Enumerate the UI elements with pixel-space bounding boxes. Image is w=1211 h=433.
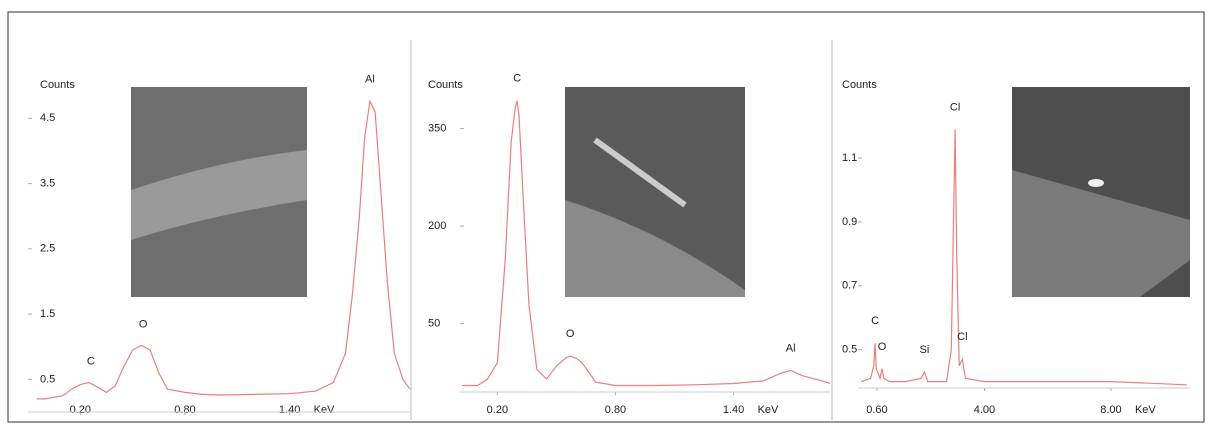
x-axis-label: KeV — [758, 404, 779, 416]
y-axis-label: Counts — [842, 79, 877, 91]
y-tick-label: 0.5 — [40, 373, 55, 385]
x-tick-label: 4.00 — [974, 404, 995, 416]
peak-label: O — [878, 341, 887, 353]
sem-image-detail — [1012, 170, 1190, 297]
y-tick-label: 0.7 — [842, 280, 857, 292]
peak-label: O — [139, 318, 148, 330]
y-tick-label: 3.5 — [40, 177, 55, 189]
y-tick-label: 0.5 — [842, 344, 857, 356]
peak-label: Si — [920, 344, 930, 356]
peak-label: O — [566, 328, 575, 340]
x-tick-label: 0.20 — [487, 404, 508, 416]
x-tick-label: 1.40 — [279, 404, 300, 416]
spectrum-line — [36, 99, 411, 400]
sem-image-detail — [131, 150, 307, 240]
x-axis-label: KeV — [314, 404, 335, 416]
y-axis-label: Counts — [428, 79, 463, 91]
y-tick-label: 50 — [428, 318, 440, 330]
peak-label: C — [871, 315, 879, 327]
peak-label: Cl — [950, 101, 960, 113]
y-tick-label: 2.5 — [40, 243, 55, 255]
x-axis-label: KeV — [1135, 404, 1156, 416]
y-tick-label: 4.5 — [40, 112, 55, 124]
x-tick-label: 1.40 — [723, 404, 744, 416]
x-tick-label: 0.80 — [174, 404, 195, 416]
y-axis-label: Counts — [40, 79, 75, 91]
peak-label: C — [513, 72, 521, 84]
spectrum-line — [462, 100, 831, 387]
y-tick-label: 1.1 — [842, 152, 857, 164]
peak-label: Al — [365, 73, 375, 85]
spectrum-line — [861, 129, 1187, 386]
peak-label: C — [87, 355, 95, 367]
peak-label: Cl — [957, 331, 967, 343]
x-tick-label: 0.60 — [866, 404, 887, 416]
y-tick-label: 1.5 — [40, 308, 55, 320]
y-tick-label: 0.9 — [842, 216, 857, 228]
sem-image-detail — [1088, 179, 1104, 187]
x-tick-label: 0.80 — [605, 404, 626, 416]
sem-image-detail — [593, 137, 687, 208]
y-tick-label: 200 — [428, 220, 446, 232]
sem-image-detail — [565, 200, 745, 297]
y-tick-label: 350 — [428, 122, 446, 134]
x-tick-label: 0.20 — [70, 404, 91, 416]
peak-label: Al — [786, 342, 796, 354]
x-tick-label: 8.00 — [1100, 404, 1121, 416]
